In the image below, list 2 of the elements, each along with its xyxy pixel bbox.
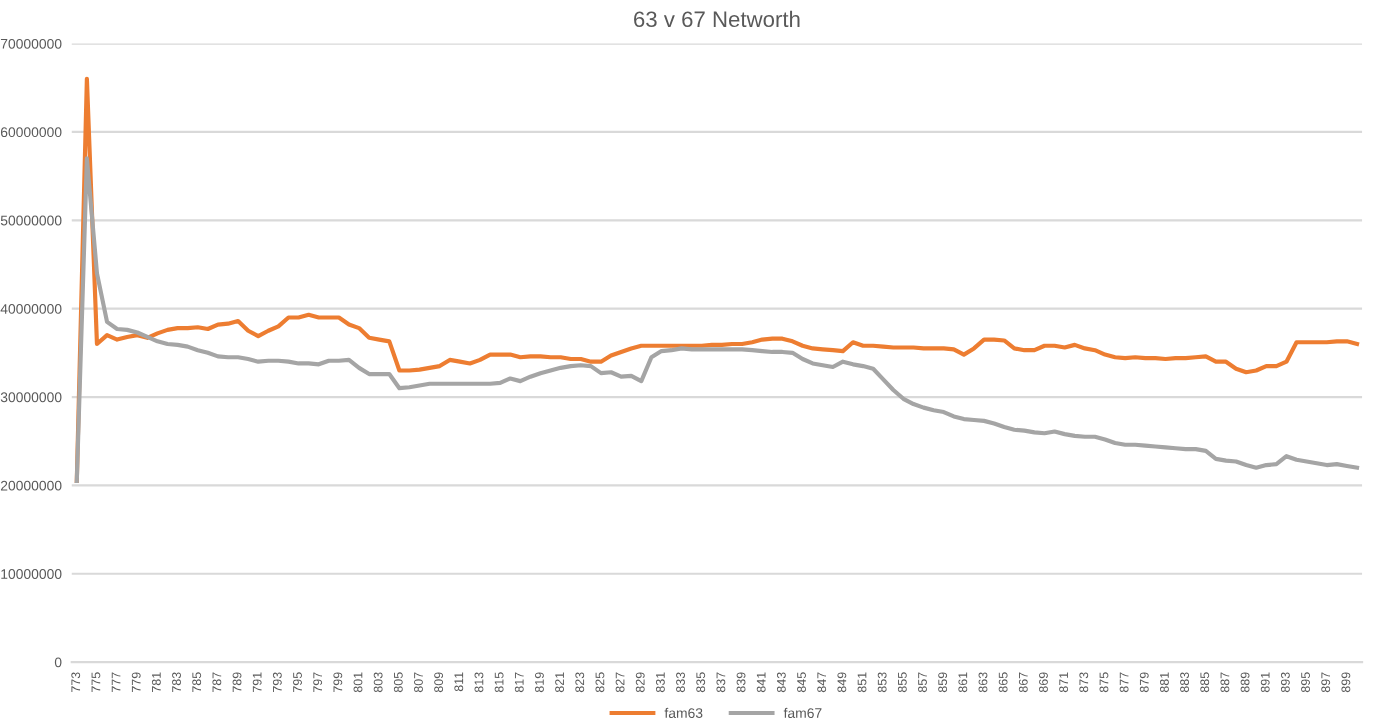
line-series: [74, 156, 1360, 484]
chart-title: 63 v 67 Networth: [634, 10, 800, 28]
